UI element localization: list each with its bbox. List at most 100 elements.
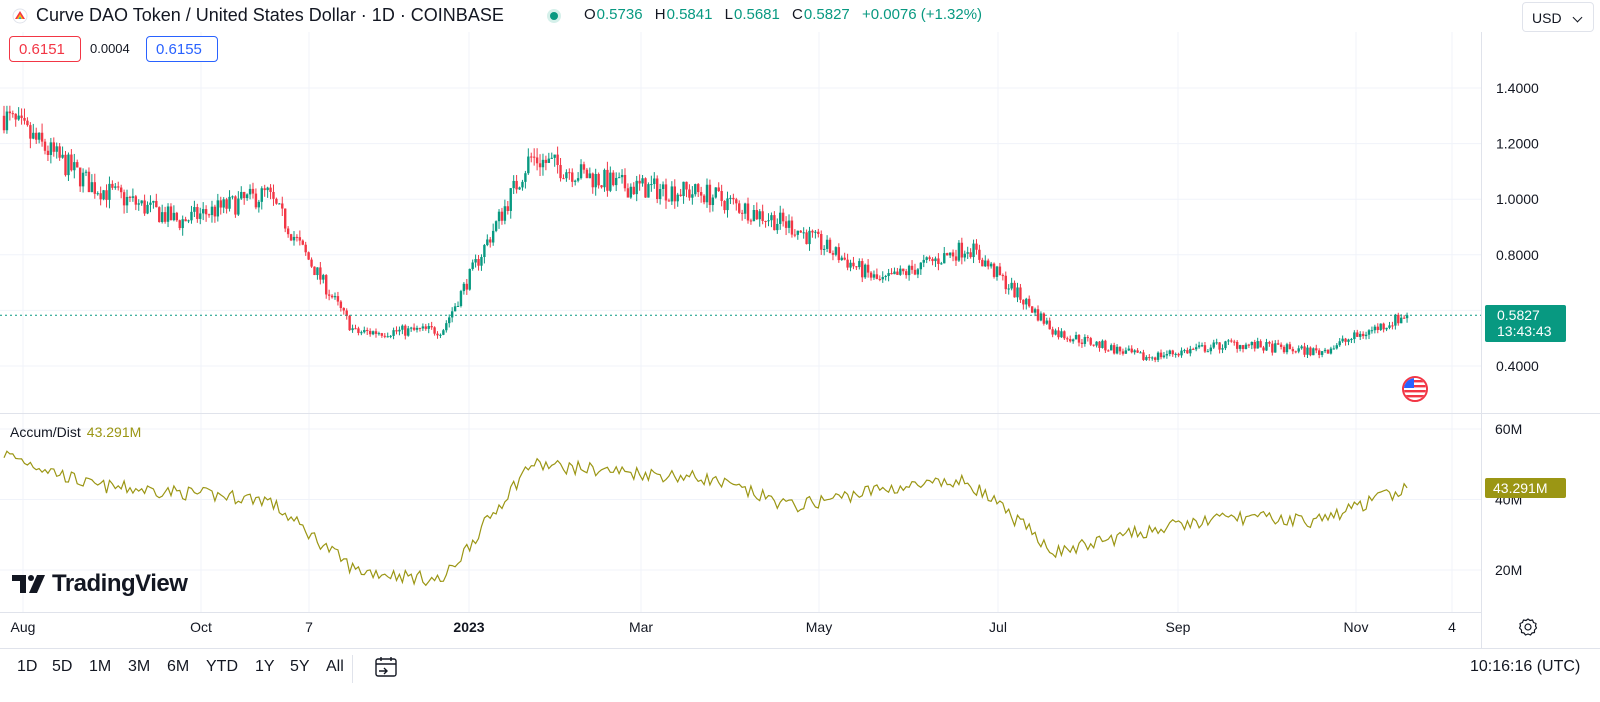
candle-body [117,186,120,188]
range-5d-button[interactable]: 5D [52,658,73,675]
candle-body [1127,348,1130,351]
candle-body [535,157,539,164]
time-axis-label: 4 [1448,619,1456,635]
candle-body [1063,331,1066,339]
range-ytd-button[interactable]: YTD [206,658,238,675]
candle-body [676,194,679,202]
candle-body [237,198,240,215]
range-all-button[interactable]: All [326,658,344,675]
candle-body [1394,314,1397,326]
settings-gear-icon[interactable] [1518,617,1538,637]
candle-body [84,171,88,173]
indicator-axis-label: 20M [1495,562,1522,578]
candle-body [808,230,811,245]
candle-body [582,164,586,170]
candle-body [257,201,261,208]
candle-body [805,232,808,245]
candle-body [1385,327,1388,330]
candle-body [424,326,427,329]
candle-body [822,248,826,250]
candle-body [1203,345,1207,352]
calendar-goto-icon[interactable] [373,654,399,680]
candle-body [705,184,709,203]
candle-body [1151,357,1154,359]
candle-body [78,167,82,187]
range-1y-button[interactable]: 1Y [255,658,275,675]
range-5y-button[interactable]: 5Y [290,658,310,675]
candle-body [547,158,551,163]
candle-body [538,163,542,168]
candle-body [1077,334,1081,343]
candle-body [20,115,23,118]
range-6m-button[interactable]: 6M [167,658,190,675]
range-1d-button[interactable]: 1D [17,658,38,675]
candle-body [702,195,706,203]
candle-body [392,330,395,336]
candle-body [626,188,630,198]
candle-body [73,162,76,171]
candle-body [377,333,381,335]
chart-header: Curve DAO Token / United States Dollar ·… [0,0,1600,32]
clock-utc[interactable]: 10:16:16 (UTC) [1470,658,1581,675]
candle-body [1244,344,1248,349]
candle-body [76,162,79,168]
candle-body [776,223,779,231]
candle-body [480,257,483,266]
chart-canvas[interactable]: 1.4000 1.2000 1.0000 0.8000 0.4000 60M40M20M… [0,0,1600,648]
candle-body [210,206,214,216]
candle-body [951,252,955,257]
candle-body [793,234,797,236]
candle-body [146,204,149,214]
range-1m-button[interactable]: 1M [89,658,112,675]
candle-body [1171,350,1174,355]
candle-body [530,156,533,158]
candle-body [1112,345,1116,354]
candle-body [837,247,841,261]
candle-body [1265,342,1268,351]
candle-body [1350,339,1353,341]
tradingview-logo[interactable]: TradingView [12,570,188,600]
range-3m-button[interactable]: 3M [128,658,151,675]
candle-body [890,273,893,275]
currency-select[interactable]: USD [1522,2,1594,32]
candle-body [222,199,225,208]
candle-body [491,230,495,243]
candle-body [1274,343,1277,353]
candle-body [916,269,920,275]
candle-body [374,331,378,334]
candle-body [1142,352,1145,360]
candle-body [1367,330,1371,335]
candle-body [814,231,817,233]
candle-body [562,178,565,180]
indicator-legend[interactable]: Accum/Dist 43.291M [10,424,141,440]
candle-body [1107,350,1110,352]
candle-body [11,113,14,115]
symbol-title[interactable]: Curve DAO Token / United States Dollar ·… [36,5,504,25]
candle-body [685,181,688,190]
candle-body [166,206,170,222]
us-flag-icon[interactable] [1402,376,1428,402]
candle-body [1180,350,1183,356]
candle-body [740,212,744,214]
buy-button[interactable]: 0.6155 [146,36,218,62]
indicator-value: 43.291M [86,424,142,440]
candle-body [632,186,635,195]
candle-body [471,262,474,269]
candle-body [462,283,466,292]
candle-body [1010,282,1013,289]
candle-body [1373,326,1377,331]
candle-body [342,308,345,311]
candle-body [1168,350,1172,355]
sell-button[interactable]: 0.6151 [9,36,81,62]
candle-body [143,200,146,214]
candle-body [289,234,293,241]
candle-body [201,209,205,214]
candle-body [1361,333,1365,337]
candle-body [1060,331,1063,338]
market-status-icon[interactable] [547,9,561,23]
candle-body [852,262,855,267]
candle-body [1356,332,1359,337]
candle-body [1159,352,1163,358]
candle-body [943,253,946,264]
candle-body [1069,339,1072,342]
